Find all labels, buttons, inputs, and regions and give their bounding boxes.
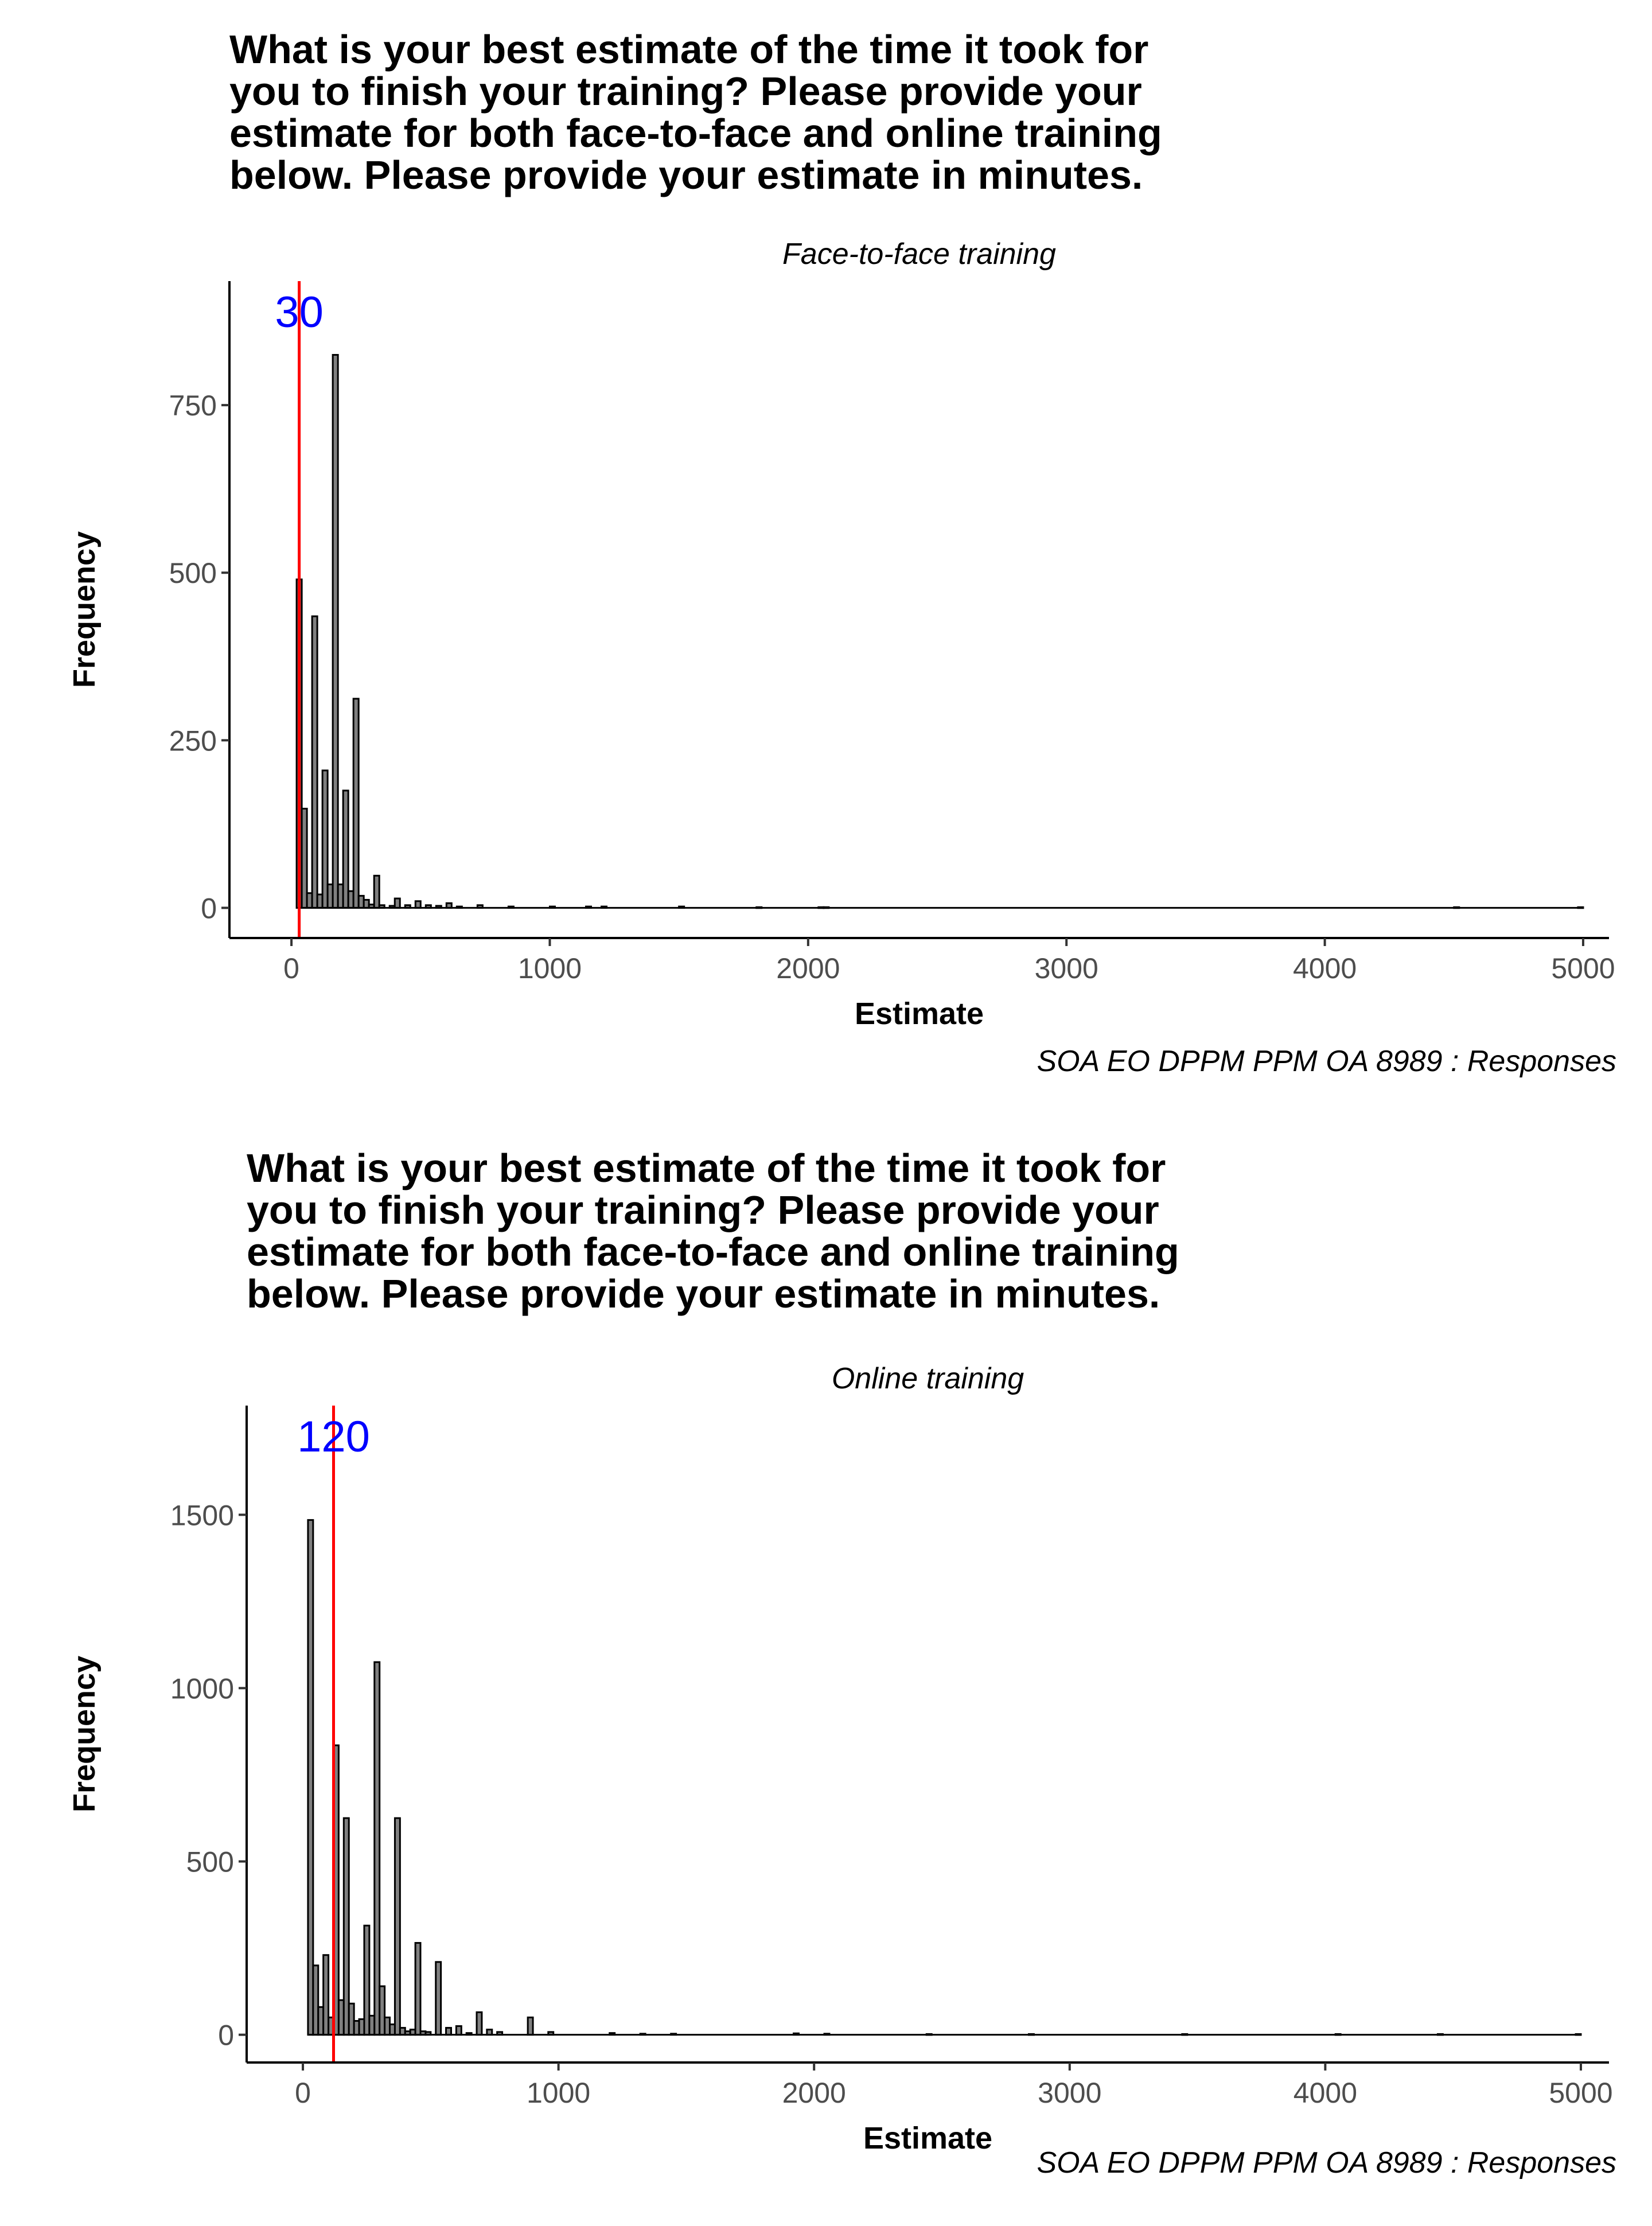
- reference-line-label: 120: [297, 1412, 370, 1461]
- x-tick-label: 5000: [1551, 952, 1615, 984]
- x-axis-title: Estimate: [855, 997, 984, 1031]
- histogram-bar: [332, 354, 339, 909]
- x-tick-label: 2000: [776, 952, 840, 984]
- x-tick-label: 4000: [1293, 2077, 1357, 2109]
- histogram-online: Online training 120 0 1000 2000 3000 4000 5000 0…: [67, 1362, 1613, 2155]
- chart-panel-face-to-face: What is your best estimate of the time i…: [0, 0, 1652, 1102]
- y-axis-title: Frequency: [67, 531, 102, 688]
- histogram-face-to-face: Face-to-face training 30 0 1000 2000 3000 4000…: [67, 238, 1615, 1031]
- histogram-bar: [373, 1661, 381, 2036]
- histogram-bar: [307, 1519, 314, 2036]
- histogram-bar: [455, 2025, 462, 2036]
- x-tick-label: 3000: [1035, 952, 1098, 984]
- x-tick-label: 1000: [527, 2077, 590, 2109]
- x-tick-label: 2000: [782, 2077, 846, 2109]
- chart-panel-online: What is your best estimate of the time i…: [0, 1124, 1652, 2226]
- chart-subtitle: Face-to-face training: [782, 238, 1056, 271]
- histogram-bar: [311, 615, 318, 909]
- x-tick-label: 0: [283, 952, 299, 984]
- y-axis-title: Frequency: [67, 1656, 102, 1812]
- histogram-bar: [414, 1942, 422, 2036]
- chart-subtitle: Online training: [832, 1362, 1024, 1395]
- y-tick-label: 0: [218, 2019, 234, 2052]
- x-axis-title: Estimate: [863, 2121, 992, 2155]
- reference-line-label: 30: [275, 288, 324, 337]
- y-tick-label: 0: [201, 892, 217, 924]
- y-tick-label: 1000: [170, 1672, 234, 1704]
- chart-title: What is your best estimate of the time i…: [247, 1146, 1179, 1316]
- x-tick-label: 5000: [1549, 2077, 1612, 2109]
- y-tick-label: 500: [169, 557, 217, 589]
- x-tick-label: 0: [295, 2077, 311, 2109]
- histogram-bar: [435, 1961, 442, 2036]
- histogram-bar: [527, 2016, 534, 2036]
- y-tick-label: 500: [186, 1846, 234, 1878]
- histogram-bar: [342, 1817, 350, 2036]
- histogram-bar: [352, 698, 360, 909]
- histogram-bar: [414, 900, 422, 909]
- chart-title: What is your best estimate of the time i…: [229, 27, 1162, 197]
- histogram-bar: [476, 2011, 483, 2036]
- histogram-bar: [445, 2027, 452, 2036]
- histogram-bar: [393, 897, 401, 909]
- chart-caption: SOA EO DPPM PPM OA 8989 : Responses: [1037, 2146, 1616, 2180]
- histogram-bar: [393, 1817, 401, 2036]
- x-tick-label: 4000: [1293, 952, 1357, 984]
- x-tick-label: 1000: [518, 952, 582, 984]
- y-tick-label: 1500: [170, 1499, 234, 1531]
- histogram-bar: [373, 874, 380, 909]
- y-tick-label: 750: [169, 390, 217, 422]
- chart-caption: SOA EO DPPM PPM OA 8989 : Responses: [1037, 1045, 1616, 1078]
- y-tick-label: 250: [169, 725, 217, 757]
- x-tick-label: 3000: [1038, 2077, 1101, 2109]
